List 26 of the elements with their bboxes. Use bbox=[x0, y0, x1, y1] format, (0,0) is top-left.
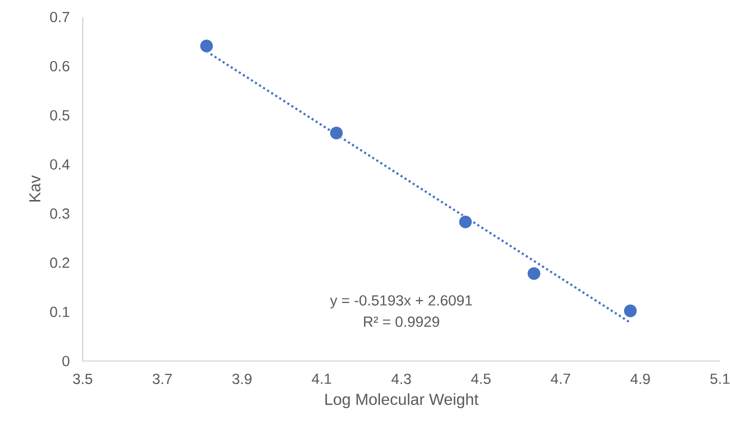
x-tick-label: 4.5 bbox=[471, 374, 491, 384]
x-tick-label: 4.1 bbox=[312, 374, 332, 384]
point bbox=[329, 126, 344, 140]
point bbox=[200, 39, 214, 53]
x-tick-label: 4.9 bbox=[630, 374, 650, 384]
y-tick-label: 0.1 bbox=[50, 306, 70, 318]
x-tick-label: 4.7 bbox=[550, 374, 570, 384]
annotation: R² = 0.9929 bbox=[364, 316, 440, 327]
x-tick-label: 3.7 bbox=[152, 374, 172, 384]
point bbox=[623, 304, 638, 318]
y-tick-label: 0 bbox=[62, 356, 70, 366]
x-tick-label: 3.9 bbox=[232, 374, 252, 384]
point bbox=[526, 266, 541, 281]
x-axis-title: Log Molecular Weight bbox=[325, 393, 478, 408]
y-axis-title: Kav bbox=[29, 175, 40, 202]
y-tick-label: 0.3 bbox=[50, 208, 70, 219]
y-tick-label: 0.2 bbox=[50, 258, 70, 268]
y-tick-label: 0.7 bbox=[50, 12, 70, 22]
y-tick-label: 0.5 bbox=[50, 110, 70, 120]
point bbox=[458, 214, 472, 229]
y-tick-label: 0.4 bbox=[50, 159, 70, 170]
y-tick-label: 0.6 bbox=[50, 60, 70, 72]
x-tick-label: 3.5 bbox=[73, 374, 92, 384]
x-tick-label: 5.1 bbox=[710, 374, 730, 384]
x-tick-label: 4.3 bbox=[391, 374, 411, 384]
annotation: y = -0.5193x + 2.6091 bbox=[330, 295, 472, 308]
